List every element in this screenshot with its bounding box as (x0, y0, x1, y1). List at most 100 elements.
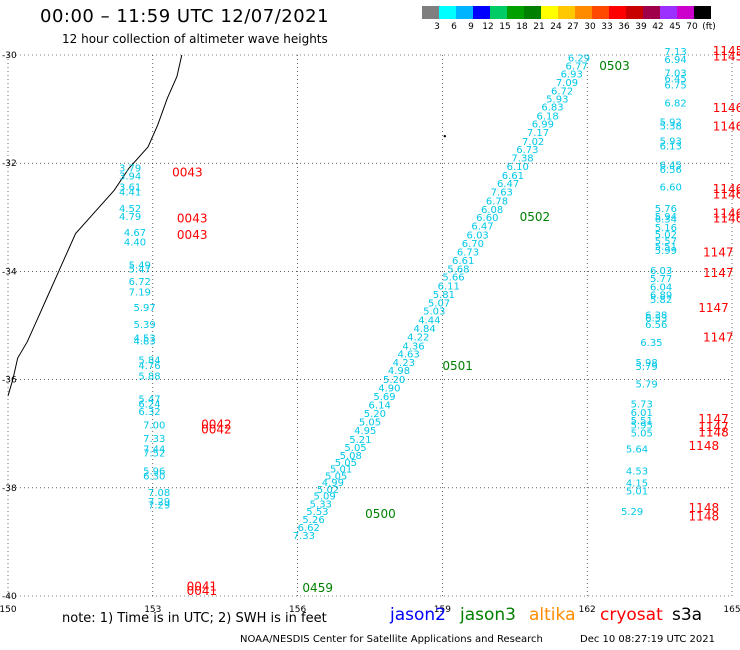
wave-height-value: 4.67 (124, 228, 146, 239)
wave-height-value: 4.22 (407, 333, 429, 344)
wave-height-value: 6.10 (507, 162, 529, 173)
wave-height-value: 6.30 (143, 472, 165, 483)
colorbar-label: 30 (584, 22, 596, 32)
pass-time-label: 1147 (698, 301, 729, 315)
wave-height-value: 6.83 (541, 103, 563, 114)
wave-height-value: 7.00 (143, 420, 165, 431)
wave-height-value: 6.73 (457, 248, 479, 259)
wave-height-value: 5.64 (626, 445, 648, 456)
lon-tick-label: 162 (579, 605, 596, 615)
pass-time-label: 1145 (713, 44, 740, 58)
colorbar-swatch (643, 6, 660, 19)
colorbar-label: 27 (567, 22, 579, 32)
wave-height-value: 6.61 (502, 171, 524, 182)
wave-height-value: 6.03 (467, 230, 489, 241)
pass-time-label: 1147 (703, 266, 734, 280)
colorbar-swatch (660, 6, 677, 19)
colorbar-swatch (490, 6, 507, 19)
wave-height-value: 6.45 (664, 74, 686, 85)
wave-height-value: 5.51 (631, 416, 653, 427)
wave-height-value: 7.13 (664, 47, 686, 58)
colorbar-label: 21 (533, 22, 545, 32)
wave-height-value: 3.94 (119, 171, 141, 182)
wave-height-value: 3.61 (119, 182, 141, 193)
wave-height-value: 5.16 (655, 223, 677, 234)
pass-time-label: 0041 (187, 584, 218, 598)
pass-time-label: 0043 (172, 166, 203, 180)
wave-height-value: 5.79 (635, 380, 657, 391)
wave-height-value: 4.15 (626, 479, 648, 490)
wave-height-value: 5.99 (655, 246, 677, 257)
pass-time-label: 0459 (302, 581, 333, 595)
wave-height-value: 4.23 (393, 358, 415, 369)
wave-height-value: 6.60 (476, 213, 498, 224)
pass-time-label: 1148 (689, 501, 720, 515)
wave-height-value: 7.38 (511, 154, 533, 165)
wave-height-value: 5.05 (359, 418, 381, 429)
wave-height-value: 5.73 (631, 400, 653, 411)
pass-time-label: 1147 (703, 245, 734, 259)
wave-height-value: 4.36 (402, 341, 424, 352)
wave-height-value: 5.08 (340, 451, 362, 462)
colorbar-label: (ft) (702, 22, 716, 32)
wave-height-value: 3.79 (119, 163, 141, 174)
lat-tick-label: -40 (2, 592, 17, 602)
pass-time-label: 0043 (177, 212, 208, 226)
wave-height-value: 5.81 (433, 290, 455, 301)
wave-height-value: 7.33 (293, 531, 315, 542)
wave-height-value: 4.52 (119, 204, 141, 215)
wave-height-value: 5.20 (364, 409, 386, 420)
lat-tick-label: -36 (2, 376, 17, 386)
pass-time-label: 0042 (201, 417, 232, 431)
lon-tick-label: 165 (723, 605, 740, 615)
wave-height-value: 4.90 (378, 384, 400, 395)
pass-time-label: 1145 (713, 49, 740, 63)
wave-height-value: 4.53 (626, 466, 648, 477)
footer-timestamp: Dec 10 08:27:19 UTC 2021 (580, 634, 715, 645)
wave-height-value: 6.03 (650, 266, 672, 277)
figure-subtitle: 12 hour collection of altimeter wave hei… (62, 32, 328, 46)
wave-height-value: 5.05 (631, 428, 653, 439)
wave-height-value: 5.09 (314, 492, 336, 503)
wave-height-value: 6.56 (645, 320, 667, 331)
wave-height-value: 5.29 (621, 507, 643, 518)
wave-height-value: 7.63 (491, 188, 513, 199)
wave-height-value: 6.08 (481, 205, 503, 216)
pass-time-label: 1146 (713, 182, 740, 196)
colorbar-label: 42 (652, 22, 664, 32)
lat-tick-label: -34 (2, 267, 17, 277)
pass-time-label: 1147 (698, 420, 729, 434)
wave-height-value: 4.98 (388, 366, 410, 377)
legend-jason3: jason3 (460, 605, 516, 625)
wave-height-value: 4.63 (398, 349, 420, 360)
colorbar-swatch (694, 6, 711, 19)
wave-height-value: 5.69 (373, 392, 395, 403)
colorbar-label: 45 (669, 22, 681, 32)
wave-height-value: 5.94 (655, 212, 677, 223)
wave-height-value: 5.97 (133, 303, 155, 314)
lon-tick-label: 153 (144, 605, 161, 615)
wave-height-value: 5.49 (129, 261, 151, 272)
wave-height-value: 6.14 (369, 400, 391, 411)
wave-height-value: 5.03 (423, 307, 445, 318)
pass-time-label: 0041 (187, 580, 218, 594)
wave-height-value: 6.72 (129, 277, 151, 288)
pass-time-label: 1146 (713, 206, 740, 220)
wave-height-value: 5.47 (129, 264, 151, 275)
footer-note: note: 1) Time is in UTC; 2) SWH is in fe… (62, 611, 327, 626)
wave-height-value: 5.98 (635, 358, 657, 369)
wave-height-value: 6.77 (565, 62, 587, 73)
colorbar-swatch (626, 6, 643, 19)
wave-height-value: 6.61 (452, 256, 474, 267)
wave-height-value: 6.18 (537, 111, 559, 122)
wave-height-value: 4.99 (322, 478, 344, 489)
pass-time-label: 1147 (698, 412, 729, 426)
wave-height-value: 7.29 (148, 497, 170, 508)
pass-time-label: 0501 (442, 359, 473, 373)
colorbar-label: 36 (618, 22, 630, 32)
wave-height-value: 5.02 (655, 230, 677, 241)
wave-height-value: 4.84 (413, 324, 435, 335)
wave-height-value: 4.76 (138, 361, 160, 372)
lon-tick-label: 150 (0, 605, 17, 615)
